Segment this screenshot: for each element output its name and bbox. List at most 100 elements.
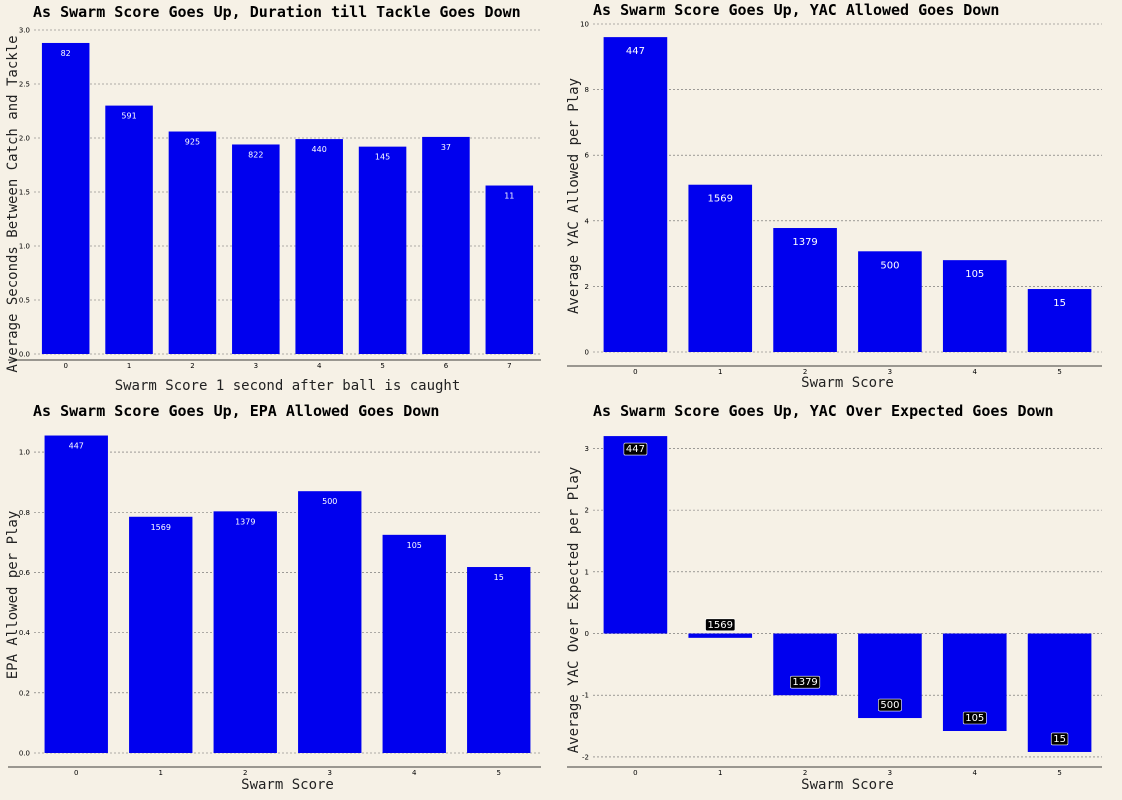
x-tick-label: 4 xyxy=(973,769,978,777)
chart-panel-duration: As Swarm Score Goes Up, Duration till Ta… xyxy=(0,0,561,400)
x-tick-label: 0 xyxy=(633,769,637,777)
bar-count-label: 447 xyxy=(624,443,647,455)
bar-7 xyxy=(486,186,534,354)
x-tick-label: 7 xyxy=(507,362,511,370)
bar-2 xyxy=(214,511,277,753)
y-axis-title: Average YAC Over Expected per Play xyxy=(566,467,582,754)
bar-1 xyxy=(105,106,153,354)
y-axis-title: EPA Allowed per Play xyxy=(5,511,21,680)
bar-count-label: 440 xyxy=(312,145,327,154)
bar-count-label: 15 xyxy=(1051,733,1068,745)
x-tick-label: 5 xyxy=(1057,368,1061,376)
x-tick-label: 0 xyxy=(633,368,637,376)
bar-count-label: 925 xyxy=(185,138,200,147)
chart-title: As Swarm Score Goes Up, YAC Allowed Goes… xyxy=(593,1,999,19)
gridlines xyxy=(593,24,1102,352)
x-tick-label: 4 xyxy=(412,769,417,777)
bar-count-label: 1569 xyxy=(706,619,735,631)
x-tick-label: 5 xyxy=(497,769,501,777)
chart-panel-yacoe: As Swarm Score Goes Up, YAC Over Expecte… xyxy=(561,400,1122,800)
bar-count-text: 105 xyxy=(965,713,984,724)
y-axis-title: Average YAC Allowed per Play xyxy=(566,78,582,314)
gridlines xyxy=(34,452,541,753)
bar-count-label: 1379 xyxy=(790,676,819,688)
bar-count-text: 447 xyxy=(626,444,645,455)
bar-count-label: 500 xyxy=(878,699,901,711)
bar-count-label: 822 xyxy=(248,150,263,159)
bar-2 xyxy=(169,132,217,354)
bar-5 xyxy=(359,147,407,354)
bars xyxy=(42,43,533,354)
x-tick-label: 2 xyxy=(190,362,194,370)
x-axis-title: Swarm Score xyxy=(801,375,894,391)
bar-count-label: 1379 xyxy=(235,517,255,526)
bar-1 xyxy=(688,185,752,352)
y-tick-label: 1 xyxy=(585,568,589,576)
y-tick-label: 6 xyxy=(585,152,590,160)
x-tick-label: 0 xyxy=(63,362,67,370)
gridlines xyxy=(593,448,1102,756)
bar-count-label: 15 xyxy=(1053,298,1066,309)
x-tick-label: 4 xyxy=(317,362,322,370)
y-tick-label: -1 xyxy=(582,692,589,700)
bar-count-label: 105 xyxy=(965,269,984,280)
bar-4 xyxy=(383,535,446,753)
x-tick-label: 3 xyxy=(254,362,258,370)
bar-count-label: 591 xyxy=(121,112,136,121)
bar-count-label: 82 xyxy=(61,49,71,58)
x-tick-label: 1 xyxy=(159,769,163,777)
bar-count-text: 1379 xyxy=(792,677,817,688)
bar-3 xyxy=(232,144,280,354)
x-tick-label: 0 xyxy=(74,769,78,777)
x-tick-label: 6 xyxy=(444,362,449,370)
y-tick-label: -2 xyxy=(582,753,589,761)
chart-panel-yac: As Swarm Score Goes Up, YAC Allowed Goes… xyxy=(561,0,1122,400)
bar-count-label: 15 xyxy=(494,573,504,582)
y-tick-label: 3.0 xyxy=(19,27,30,35)
chart-title: As Swarm Score Goes Up, EPA Allowed Goes… xyxy=(33,402,439,420)
bar-count-label: 1569 xyxy=(708,194,733,205)
y-tick-label: 0 xyxy=(585,630,589,638)
bars xyxy=(604,436,1092,752)
bar-count-label: 447 xyxy=(626,46,645,57)
bar-0 xyxy=(42,43,90,354)
y-tick-label: 0 xyxy=(585,349,589,357)
x-tick-label: 5 xyxy=(380,362,384,370)
y-tick-label: 1.0 xyxy=(19,449,30,457)
bar-count-label: 447 xyxy=(69,442,84,451)
bar-1 xyxy=(129,517,192,753)
bar-0 xyxy=(604,436,668,633)
y-axis-title: Average Seconds Between Catch and Tackle xyxy=(5,35,21,372)
x-tick-label: 1 xyxy=(718,368,722,376)
chart-panel-epa: As Swarm Score Goes Up, EPA Allowed Goes… xyxy=(0,400,561,800)
bar-4 xyxy=(295,139,343,354)
bar-count-label: 1379 xyxy=(792,237,817,248)
x-tick-label: 2 xyxy=(803,769,807,777)
bar-1 xyxy=(688,634,752,638)
bar-count-label: 105 xyxy=(407,541,422,550)
bar-0 xyxy=(45,436,108,753)
x-tick-label: 5 xyxy=(1057,769,1061,777)
bar-0 xyxy=(604,37,668,352)
bar-count-label: 500 xyxy=(880,260,899,271)
bar-5 xyxy=(467,567,530,753)
bars xyxy=(45,436,531,753)
y-tick-label: 4 xyxy=(585,217,590,225)
x-tick-label: 4 xyxy=(973,368,978,376)
y-tick-label: 0.2 xyxy=(19,689,30,697)
bar-count-text: 15 xyxy=(1053,734,1066,745)
bar-count-text: 1569 xyxy=(708,620,733,631)
x-axis-title: Swarm Score xyxy=(241,777,334,793)
chart-title: As Swarm Score Goes Up, Duration till Ta… xyxy=(33,3,521,21)
bar-count-label: 105 xyxy=(963,712,986,724)
bar-6 xyxy=(422,137,470,354)
x-tick-label: 2 xyxy=(243,769,247,777)
bar-count-label: 500 xyxy=(322,497,337,506)
y-tick-label: 3 xyxy=(585,445,589,453)
y-tick-label: 8 xyxy=(585,86,589,94)
x-tick-label: 3 xyxy=(888,769,892,777)
x-tick-label: 3 xyxy=(328,769,332,777)
x-tick-label: 1 xyxy=(718,769,722,777)
x-tick-label: 1 xyxy=(127,362,131,370)
